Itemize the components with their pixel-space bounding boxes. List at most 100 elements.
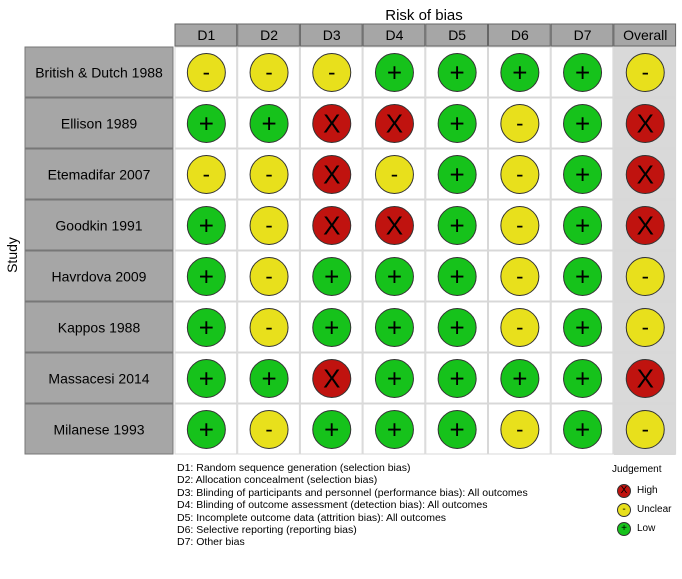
header-label-d7: D7 <box>574 27 592 43</box>
header-cell-d7 <box>550 23 614 47</box>
judgement-dot-low <box>374 308 414 347</box>
judgement-dot-unclear <box>374 155 414 194</box>
grid-cell <box>550 301 614 353</box>
judgement-symbol-unclear: - <box>203 162 210 187</box>
judgement-dot-low <box>437 155 477 194</box>
footnote-d5: D5: Incomplete outcome data (attrition b… <box>177 511 447 524</box>
judgement-symbol-unclear: - <box>642 60 649 85</box>
judgement-symbol-high: X <box>323 109 340 139</box>
grid-cell <box>550 403 614 455</box>
legend-item-unclear: - Unclear <box>612 500 682 519</box>
grid-cell <box>550 148 614 200</box>
judgement-symbol-unclear: - <box>265 417 272 442</box>
judgement-symbol-low: + <box>450 313 465 343</box>
study-label-cell <box>24 250 174 302</box>
grid-cell <box>613 352 677 404</box>
judgement-symbol-unclear: - <box>328 60 335 85</box>
grid-cell <box>299 148 363 200</box>
grid-cell <box>237 403 300 455</box>
grid-cell <box>425 301 488 353</box>
judgement-symbol-low: + <box>199 415 214 445</box>
judgement-dot-low <box>249 359 289 398</box>
grid-cell <box>613 403 677 455</box>
judgement-dot-low <box>374 53 414 92</box>
grid-cell <box>425 403 488 455</box>
study-label-milanese-1993: Milanese 1993 <box>53 422 144 438</box>
judgement-symbol-low: + <box>199 109 214 139</box>
judgement-symbol-low: + <box>387 262 402 292</box>
judgement-dot-high <box>374 206 414 245</box>
grid-cell <box>425 97 488 149</box>
grid-cell <box>174 352 238 404</box>
judgement-symbol-unclear: - <box>516 213 523 238</box>
study-label-massacesi-2014: Massacesi 2014 <box>48 371 149 387</box>
grid-cell <box>299 301 363 353</box>
judgement-symbol-low: + <box>387 58 402 88</box>
grid-cell <box>613 97 677 149</box>
grid-cell <box>362 46 426 98</box>
judgement-symbol-unclear: - <box>516 162 523 187</box>
judgement-symbol-low: + <box>575 160 590 190</box>
judgement-dot-low <box>563 155 603 194</box>
judgement-dot-low <box>437 359 477 398</box>
grid-cell <box>237 352 300 404</box>
header-cell-d4 <box>362 23 426 47</box>
header-cell-d3 <box>299 23 363 47</box>
judgement-dot-unclear <box>500 155 540 194</box>
judgement-symbol-low: + <box>261 109 276 139</box>
judgement-symbol-high: X <box>637 160 654 190</box>
study-label-cell <box>24 97 174 149</box>
judgement-dot-high <box>312 206 352 245</box>
grid-cell <box>237 199 300 251</box>
risk-of-bias-chart: Risk of bias Study D1 D2 D3 D4 D5 D6 D7 Overall… <box>4 7 677 455</box>
grid-cell <box>299 199 363 251</box>
judgement-dot-low <box>437 308 477 347</box>
grid-cell <box>174 148 238 200</box>
grid-cell <box>299 46 363 98</box>
judgement-symbol-low: + <box>450 262 465 292</box>
judgement-symbol-high: X <box>637 109 654 139</box>
grid-cell <box>613 199 677 251</box>
grid-cell <box>362 352 426 404</box>
judgement-symbol-low: + <box>575 211 590 241</box>
header-cell-d5 <box>425 23 488 47</box>
grid-cell <box>362 148 426 200</box>
judgement-dot-low <box>312 308 352 347</box>
study-label-cell <box>24 46 174 98</box>
judgement-dot-low <box>437 410 477 449</box>
legend-dot-low: + <box>617 521 631 536</box>
header-label-d5: D5 <box>448 27 466 43</box>
judgement-symbol-low: + <box>575 415 590 445</box>
judgement-symbol-low: + <box>450 58 465 88</box>
judgement-dot-low <box>563 53 603 92</box>
grid-cell <box>488 46 551 98</box>
grid-cell <box>425 46 488 98</box>
judgement-symbol-low: + <box>450 109 465 139</box>
judgement-symbol-low: + <box>512 364 527 394</box>
grid: D1 D2 D3 D4 D5 D6 D7 Overall British & Dutch 198… <box>24 23 677 455</box>
judgement-symbol-low: + <box>512 58 527 88</box>
judgement-symbol-low: + <box>575 109 590 139</box>
grid-cell <box>488 403 551 455</box>
judgement-symbol-low: + <box>387 313 402 343</box>
judgement-dot-low <box>186 359 226 398</box>
grid-cell <box>237 148 300 200</box>
grid-cell <box>550 250 614 302</box>
grid-cell <box>237 97 300 149</box>
judgement-symbol-low: + <box>575 58 590 88</box>
header-label-d4: D4 <box>385 27 403 43</box>
judgement-symbol-low: + <box>450 160 465 190</box>
study-label-cell <box>24 148 174 200</box>
header-label-d3: D3 <box>323 27 341 43</box>
judgement-symbol-unclear: - <box>203 60 210 85</box>
grid-cell <box>613 46 677 98</box>
judgement-dot-unclear <box>186 53 226 92</box>
judgement-symbol-low: + <box>261 364 276 394</box>
judgement-dot-low <box>249 104 289 143</box>
judgement-dot-low <box>437 53 477 92</box>
judgement-symbol-low: + <box>324 415 339 445</box>
grid-cell <box>488 352 551 404</box>
judgement-symbol-unclear: - <box>265 60 272 85</box>
judgement-dot-high <box>374 104 414 143</box>
footnote-d4: D4: Blinding of outcome assessment (dete… <box>177 499 488 512</box>
